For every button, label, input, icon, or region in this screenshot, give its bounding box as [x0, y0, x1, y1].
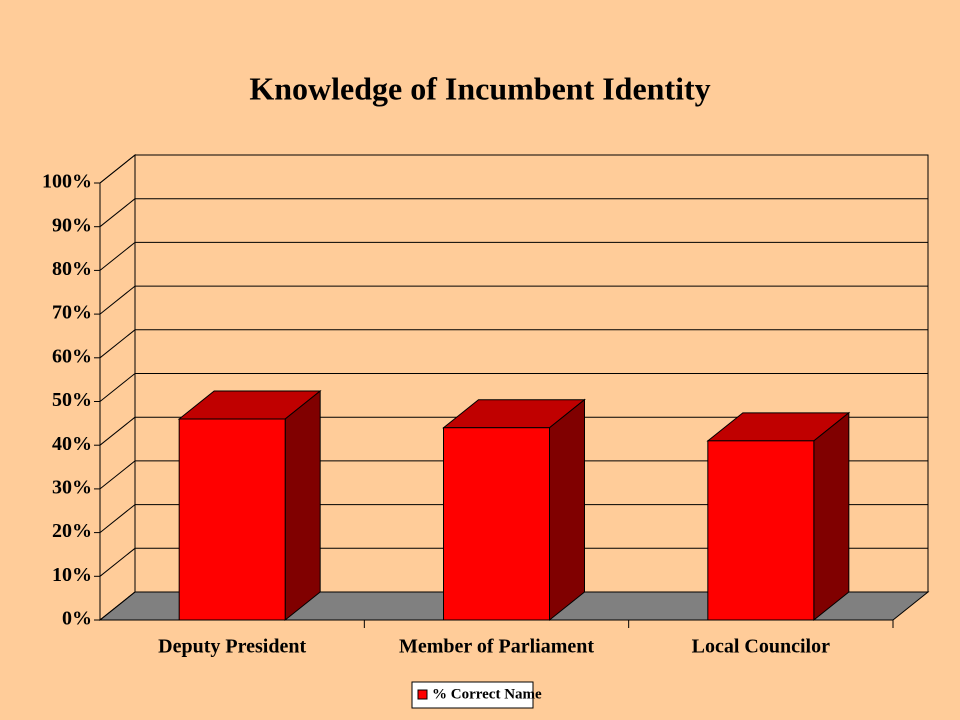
- grid-line: [99, 242, 136, 271]
- bar: [443, 427, 550, 621]
- grid-line: [99, 285, 136, 315]
- grid-line: [99, 329, 136, 359]
- y-tick-label: 40%: [52, 433, 92, 455]
- grid-line: [99, 504, 136, 533]
- grid-line: [99, 154, 136, 184]
- grid-line: [99, 198, 136, 228]
- grid-line: [99, 460, 136, 490]
- y-tick-label: 30%: [52, 476, 92, 498]
- bar-side: [549, 398, 585, 622]
- y-tick-label: 0%: [62, 608, 92, 630]
- bar: [707, 440, 815, 621]
- y-tick-label: 10%: [52, 564, 92, 586]
- bar-side: [813, 411, 850, 622]
- y-tick-label: 100%: [42, 171, 92, 193]
- grid-line: [99, 373, 136, 402]
- legend-swatch: [417, 689, 428, 700]
- y-tick-label: 70%: [52, 302, 92, 324]
- legend-box: [411, 681, 534, 709]
- legend-label: % Correct Name: [432, 686, 542, 702]
- y-tick-label: 20%: [52, 520, 92, 542]
- y-tick-label: 60%: [52, 345, 92, 367]
- y-tick-label: 90%: [52, 214, 92, 236]
- x-tick-label: Member of Parliament: [399, 636, 594, 658]
- x-tick-label: Deputy President: [158, 636, 306, 658]
- bar: [178, 418, 286, 621]
- y-tick-label: 80%: [52, 258, 92, 280]
- grid-line: [99, 547, 136, 577]
- y-tick-label: 50%: [52, 389, 92, 411]
- bar-side: [284, 389, 321, 622]
- grid-line: [99, 591, 136, 621]
- grid-line: [99, 416, 136, 446]
- x-tick-label: Local Councilor: [692, 636, 830, 658]
- chart-title: Knowledge of Incumbent Identity: [249, 70, 710, 106]
